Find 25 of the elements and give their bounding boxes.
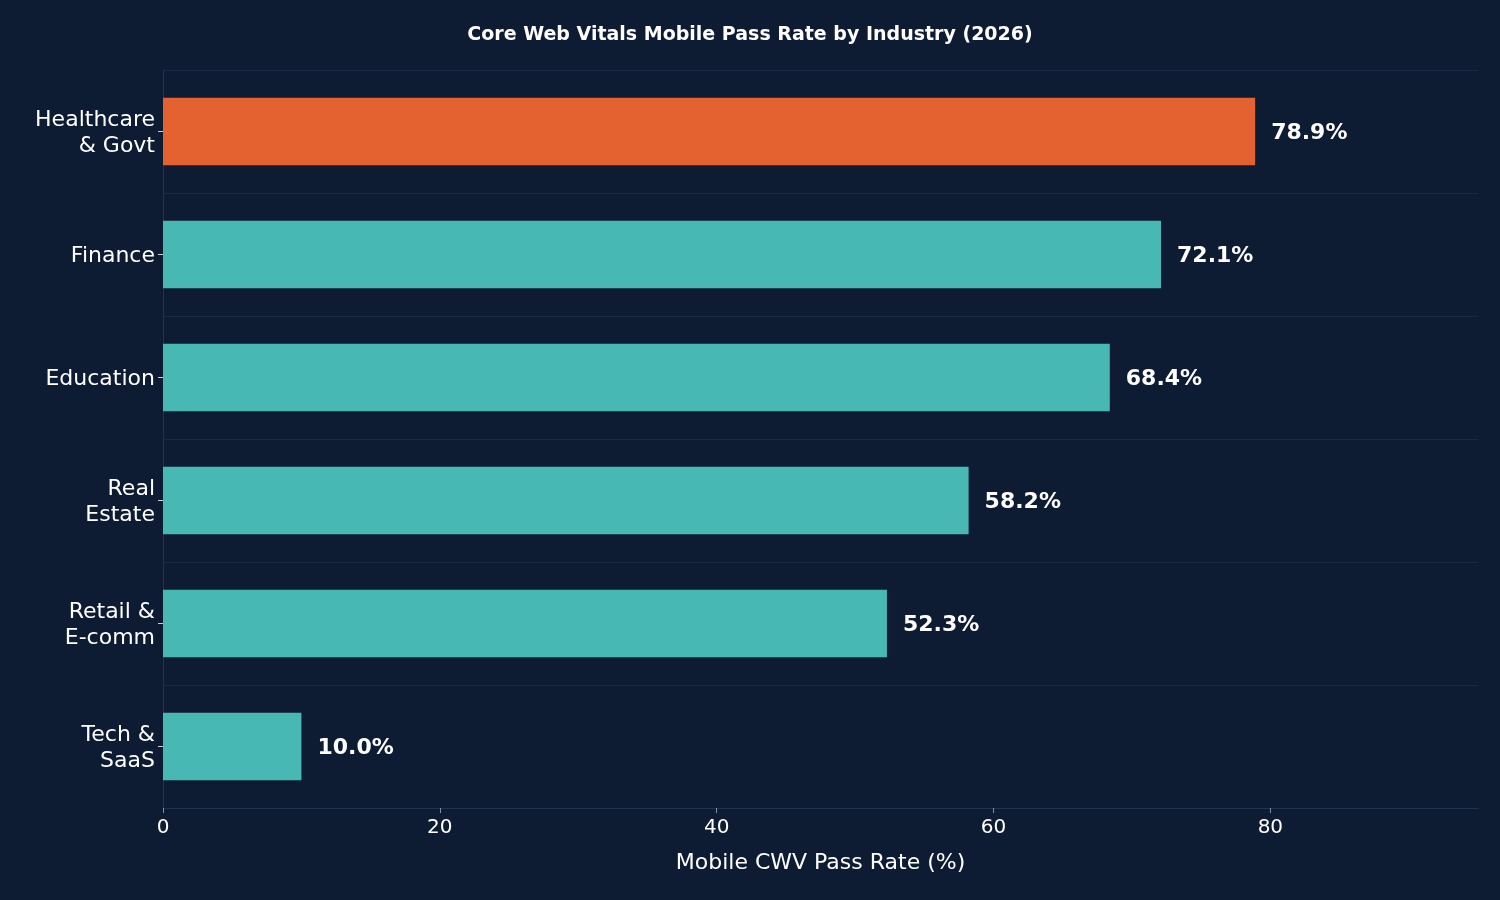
bar <box>163 589 887 658</box>
y-tick-label: Education <box>45 365 155 390</box>
bar <box>163 712 302 781</box>
chart-title: Core Web Vitals Mobile Pass Rate by Industry (2026) <box>467 21 1033 44</box>
x-tick-label: 0 <box>156 814 170 838</box>
y-tick-label: Tech & SaaS <box>80 721 155 772</box>
data-label: 58.2% <box>984 488 1061 513</box>
y-tick-label: Retail & E-comm <box>64 598 155 649</box>
data-label: 72.1% <box>1177 242 1254 267</box>
bar <box>163 220 1162 289</box>
x-tick-label: 60 <box>980 814 1007 838</box>
data-label: 10.0% <box>317 734 394 759</box>
x-tick-label: 80 <box>1257 814 1284 838</box>
x-tick-label: 40 <box>703 814 730 838</box>
bar <box>163 466 969 535</box>
data-label: 78.9% <box>1271 119 1348 144</box>
x-tick-label: 20 <box>427 814 453 838</box>
data-label: 68.4% <box>1125 365 1203 390</box>
data-label: 52.3% <box>902 611 980 636</box>
y-tick-label: Finance <box>70 242 155 267</box>
y-tick-label: Healthcare & Govt <box>35 106 156 157</box>
bar <box>163 343 1110 412</box>
bar <box>163 97 1256 166</box>
y-tick-label: Real Estate <box>85 475 155 526</box>
x-axis-title: Mobile CWV Pass Rate (%) <box>675 848 966 874</box>
